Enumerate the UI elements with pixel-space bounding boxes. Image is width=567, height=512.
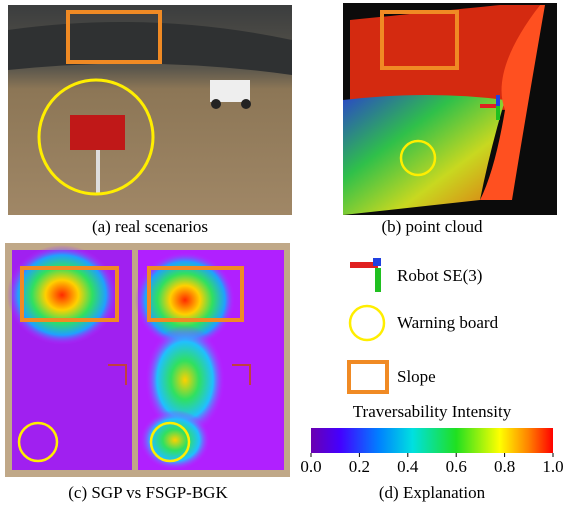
- colorbar-title: Traversability Intensity: [353, 402, 512, 421]
- colorbar-ticks: 0.0 0.2 0.4 0.6 0.8 1.0: [300, 453, 563, 476]
- colorbar: [311, 428, 553, 453]
- caption: (c) SGP vs FSGP-BGK: [68, 483, 228, 502]
- legend: Robot SE(3) Warning board Slope: [349, 258, 499, 392]
- legend-label: Warning board: [397, 313, 499, 332]
- caption: (a) real scenarios: [92, 217, 208, 236]
- tick-label: 0.4: [397, 457, 419, 476]
- caption: (b) point cloud: [381, 217, 483, 236]
- tick-label: 1.0: [542, 457, 563, 476]
- point-cloud: [343, 3, 557, 215]
- tick-label: 0.0: [300, 457, 321, 476]
- figure: (a) real scenarios (b) point cloud (c) S…: [0, 0, 567, 512]
- legend-label: Slope: [397, 367, 436, 386]
- heatmaps: [5, 243, 290, 477]
- caption: (d) Explanation: [379, 483, 486, 502]
- tick-label: 0.2: [349, 457, 370, 476]
- robot-icon: [373, 258, 381, 266]
- rect-icon: [349, 362, 387, 392]
- tick-label: 0.6: [446, 457, 467, 476]
- robot-icon: [375, 268, 381, 292]
- photo: [8, 5, 292, 215]
- legend-label: Robot SE(3): [397, 266, 482, 285]
- circle-icon: [350, 306, 384, 340]
- tick-label: 0.8: [494, 457, 515, 476]
